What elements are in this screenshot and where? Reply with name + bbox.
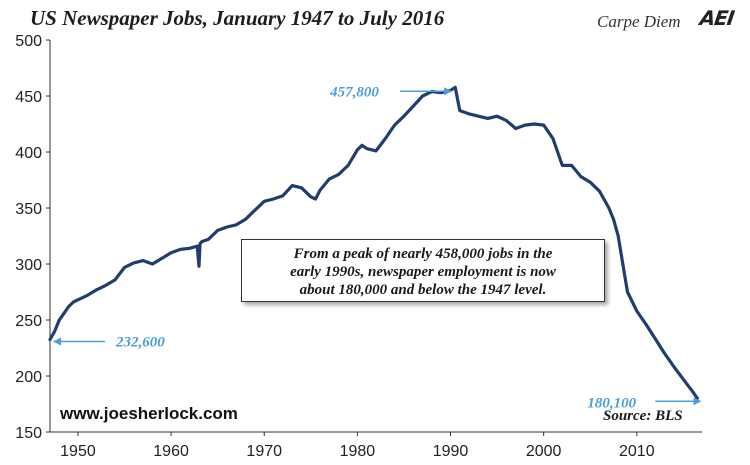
annotation-line-3: about 180,000 and below the 1947 level. [299, 282, 547, 298]
y-tick-label: 300 [15, 257, 42, 274]
callout-peak: 457,800 [329, 84, 379, 100]
y-tick-label: 450 [15, 89, 42, 106]
brand-label: Carpe Diem [597, 12, 681, 31]
y-tick-label: 150 [15, 425, 42, 442]
chart-title: US Newspaper Jobs, January 1947 to July … [30, 6, 445, 30]
x-axis-ticks: 1950 1960 1970 1980 1990 2000 2010 [60, 432, 655, 460]
x-tick-label: 1960 [153, 443, 189, 460]
source-label: Source: BLS [603, 408, 683, 424]
x-tick-label: 2010 [619, 443, 655, 460]
callout-end: 180,100 [587, 395, 636, 411]
annotation-line-1: From a peak of nearly 458,000 jobs in th… [293, 246, 553, 262]
x-tick-label: 1990 [433, 443, 469, 460]
chart-axes [49, 40, 702, 433]
x-tick-label: 2000 [526, 443, 562, 460]
website-label: www.joesherlock.com [60, 404, 238, 423]
y-tick-label: 500 [15, 33, 42, 50]
y-tick-label: 400 [15, 145, 42, 162]
x-tick-label: 1980 [340, 443, 376, 460]
y-axis-ticks: 150 200 250 300 350 400 450 500 [15, 33, 50, 442]
x-tick-label: 1970 [246, 443, 282, 460]
annotation-box: From a peak of nearly 458,000 jobs in th… [241, 239, 605, 302]
series-line-newspaper-jobs [48, 85, 699, 400]
y-tick-label: 200 [15, 369, 42, 386]
y-tick-label: 250 [15, 313, 42, 330]
annotation-line-2: early 1990s, newspaper employment is now [290, 264, 556, 280]
y-tick-label: 350 [15, 201, 42, 218]
callout-start: 232,600 [115, 334, 165, 350]
x-tick-label: 1950 [60, 443, 96, 460]
